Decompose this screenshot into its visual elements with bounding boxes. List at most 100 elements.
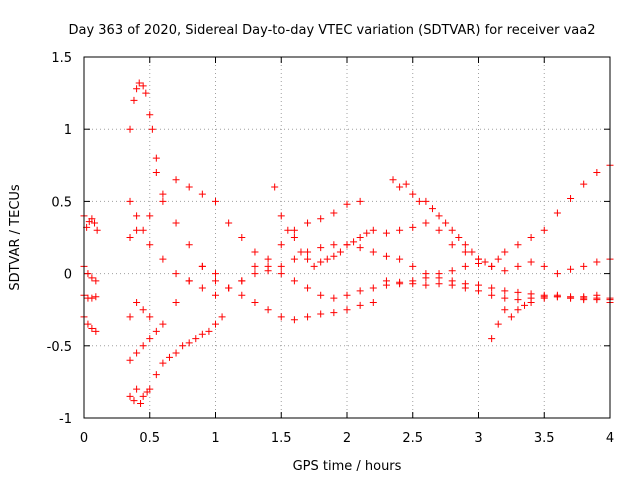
data-point <box>146 313 154 321</box>
data-point <box>336 248 344 256</box>
data-point <box>356 301 364 309</box>
data-point <box>271 183 279 191</box>
data-point <box>330 241 338 249</box>
y-axis-label: SDTVAR / TECUs <box>8 184 23 291</box>
data-point <box>514 288 522 296</box>
data-point <box>92 293 100 301</box>
data-point <box>442 219 450 227</box>
data-point <box>382 277 390 285</box>
data-point <box>475 287 482 295</box>
data-point <box>277 313 285 321</box>
data-point <box>172 219 180 227</box>
data-point <box>330 209 338 217</box>
data-point <box>580 262 588 270</box>
data-point <box>172 349 180 357</box>
data-point <box>290 277 298 285</box>
data-point <box>304 313 312 321</box>
x-tick-label: 0.5 <box>139 431 160 446</box>
data-point <box>146 111 154 119</box>
data-point <box>422 281 430 289</box>
data-point <box>317 215 325 223</box>
data-point <box>317 310 325 318</box>
data-point <box>137 400 145 408</box>
data-point <box>396 183 404 191</box>
data-point <box>251 298 259 306</box>
data-point <box>455 234 463 241</box>
data-point <box>133 385 141 393</box>
data-point <box>527 234 535 241</box>
data-point <box>130 397 138 405</box>
data-point <box>146 385 154 393</box>
data-point <box>172 270 180 278</box>
data-point <box>165 353 173 361</box>
y-tick-label: 1.5 <box>51 51 72 66</box>
series-s5 <box>126 79 160 162</box>
data-point <box>330 294 338 302</box>
data-point <box>212 277 219 285</box>
data-point <box>475 259 482 267</box>
data-point <box>409 262 417 270</box>
data-point <box>461 241 469 249</box>
y-tick-label: -1 <box>59 412 72 427</box>
data-point <box>481 258 489 266</box>
data-point <box>435 280 443 288</box>
data-point <box>330 309 338 317</box>
data-point <box>133 226 141 234</box>
data-point <box>317 291 325 299</box>
data-point <box>152 371 160 379</box>
x-axis-label: GPS time / hours <box>293 459 402 474</box>
data-point <box>218 313 226 321</box>
data-point <box>238 277 246 285</box>
data-points <box>80 79 614 408</box>
data-point <box>356 197 364 205</box>
data-point <box>179 342 187 350</box>
data-point <box>369 248 377 256</box>
data-point <box>422 274 430 282</box>
data-point <box>501 287 509 295</box>
plot-frame <box>83 56 611 419</box>
data-point <box>148 125 156 133</box>
data-point <box>126 125 134 133</box>
data-point <box>409 190 417 198</box>
data-point <box>317 258 325 266</box>
data-point <box>507 313 515 321</box>
data-point <box>133 349 141 357</box>
data-point <box>185 277 193 285</box>
data-point <box>88 274 96 282</box>
data-point <box>139 392 147 400</box>
data-point <box>461 248 469 256</box>
data-point <box>133 212 141 220</box>
data-point <box>84 270 92 278</box>
data-point <box>146 241 154 249</box>
data-point <box>264 255 272 263</box>
data-point <box>527 298 535 306</box>
data-point <box>553 270 561 278</box>
data-point <box>494 320 502 328</box>
data-point <box>350 238 358 246</box>
data-point <box>198 284 206 292</box>
data-point <box>363 229 371 237</box>
data-point <box>514 296 522 304</box>
series-s13 <box>389 161 614 270</box>
data-point <box>212 197 219 205</box>
data-point <box>356 287 364 295</box>
data-point <box>297 248 305 256</box>
data-point <box>593 258 601 266</box>
series-s15 <box>382 255 614 288</box>
data-point <box>580 180 588 188</box>
data-point <box>84 320 92 328</box>
data-point <box>488 262 496 270</box>
data-point <box>521 301 529 309</box>
data-point <box>369 226 377 234</box>
data-point <box>540 226 548 234</box>
data-point <box>212 291 219 299</box>
data-point <box>323 255 331 263</box>
data-point <box>343 241 351 249</box>
x-tick-label: 1.5 <box>271 431 292 446</box>
series-s9 <box>126 262 377 328</box>
data-point <box>514 306 522 314</box>
data-point <box>130 96 138 104</box>
x-tick-label: 4 <box>606 431 614 446</box>
data-point <box>133 298 141 306</box>
series-s8 <box>126 176 614 306</box>
